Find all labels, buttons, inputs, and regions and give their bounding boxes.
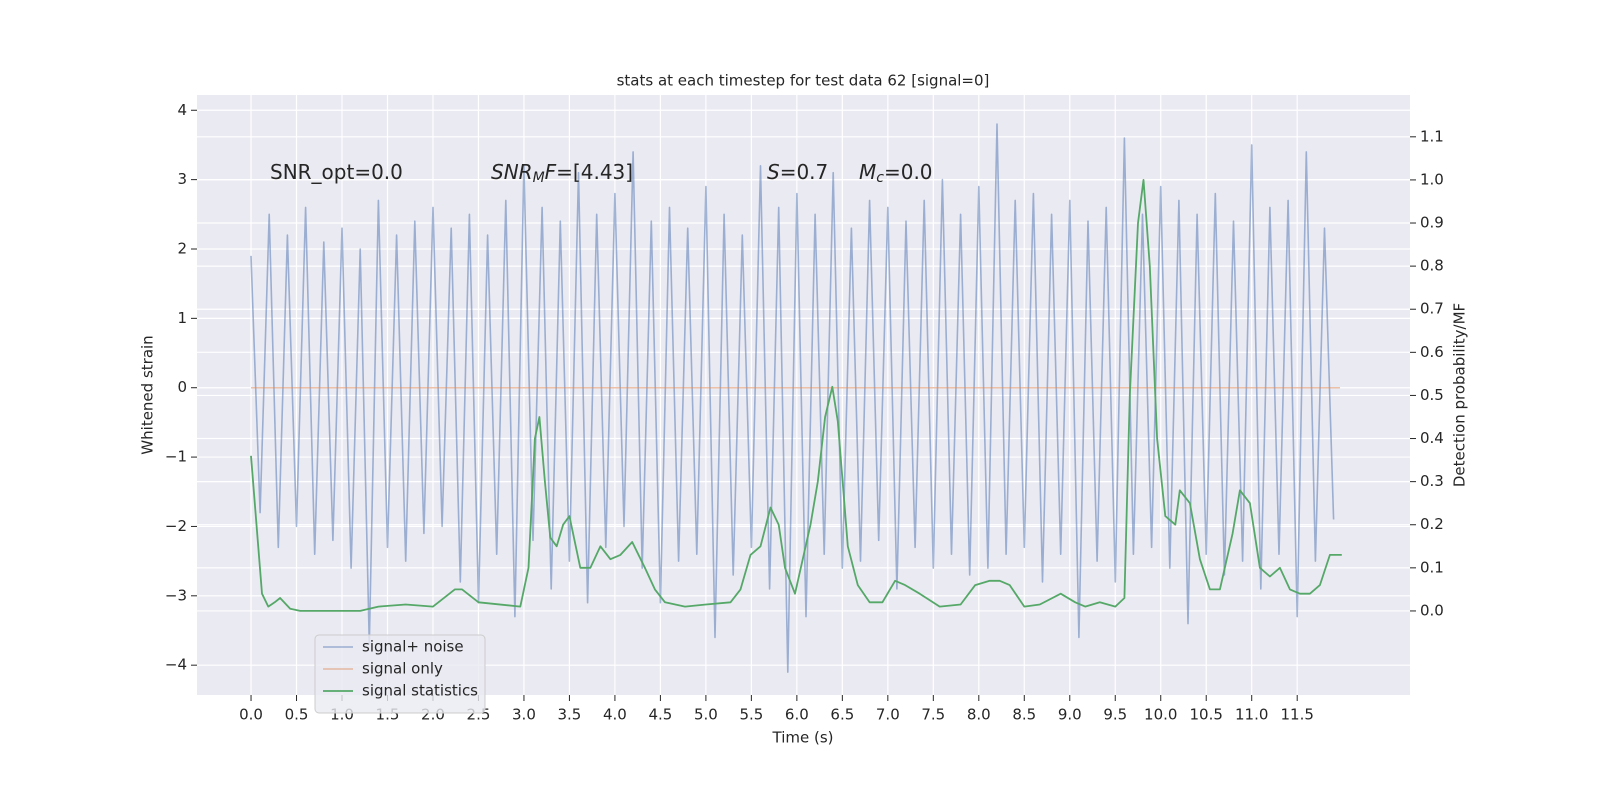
x-tick-label: 0.0 [239,706,263,724]
y2-tick-label: 0.5 [1420,386,1444,404]
y2-tick-label: 0.4 [1420,429,1444,447]
y2-tick-label: 0.2 [1420,515,1444,533]
x-tick-label: 3.5 [558,706,582,724]
annotation: S=0.7 [767,160,828,184]
y2-tick-label: 0.0 [1420,601,1444,619]
x-tick-label: 7.0 [876,706,900,724]
x-tick-label: 8.0 [967,706,991,724]
y2-tick-label: 1.0 [1420,170,1444,188]
legend-frame [314,634,486,714]
y-tick-label: −2 [165,517,187,535]
x-tick-label: 8.5 [1012,706,1036,724]
x-tick-label: 4.5 [648,706,672,724]
x-tick-label: 9.5 [1103,706,1127,724]
series-line [250,123,1335,673]
y2-tick-label: 0.7 [1420,300,1444,318]
y2-axis-label: Detection probability/MF [1451,303,1469,487]
annotation: Mc=0.0 [859,160,933,187]
x-axis-label: Time (s) [772,729,834,747]
y-axis-label: Whitened strain [139,335,157,454]
series-line [250,179,1342,612]
chart-title: stats at each timestep for test data 62 … [617,72,990,90]
y-tick-label: 1 [177,309,187,327]
y2-tick-label: 0.9 [1420,214,1444,232]
x-tick-label: 9.0 [1058,706,1082,724]
y-tick-label: 0 [177,378,187,396]
x-tick-label: 7.5 [921,706,945,724]
x-tick-label: 11.0 [1235,706,1268,724]
x-tick-label: 0.5 [285,706,309,724]
annotation: SNRMF=[4.43] [491,160,633,187]
y-tick-label: −4 [165,656,187,674]
legend-label: signal statistics [362,682,478,700]
x-tick-label: 6.5 [830,706,854,724]
y-tick-label: 4 [177,101,187,119]
legend-label: signal+ noise [362,638,464,656]
x-tick-label: 3.0 [512,706,536,724]
y2-tick-label: 0.6 [1420,343,1444,361]
x-tick-label: 11.5 [1280,706,1313,724]
x-tick-label: 10.5 [1190,706,1223,724]
x-tick-label: 6.0 [785,706,809,724]
y2-tick-label: 0.8 [1420,257,1444,275]
legend-label: signal only [362,660,443,678]
y2-tick-label: 0.3 [1420,472,1444,490]
y-tick-label: −3 [165,586,187,604]
x-tick-label: 5.0 [694,706,718,724]
x-tick-label: 4.0 [603,706,627,724]
y-tick-label: 3 [177,170,187,188]
y2-tick-label: 1.1 [1420,127,1444,145]
y-tick-label: −1 [165,448,187,466]
y2-tick-label: 0.1 [1420,558,1444,576]
y-tick-label: 2 [177,239,187,257]
x-tick-label: 10.0 [1144,706,1177,724]
annotation: SNR_opt=0.0 [270,160,403,184]
x-tick-label: 5.5 [739,706,763,724]
